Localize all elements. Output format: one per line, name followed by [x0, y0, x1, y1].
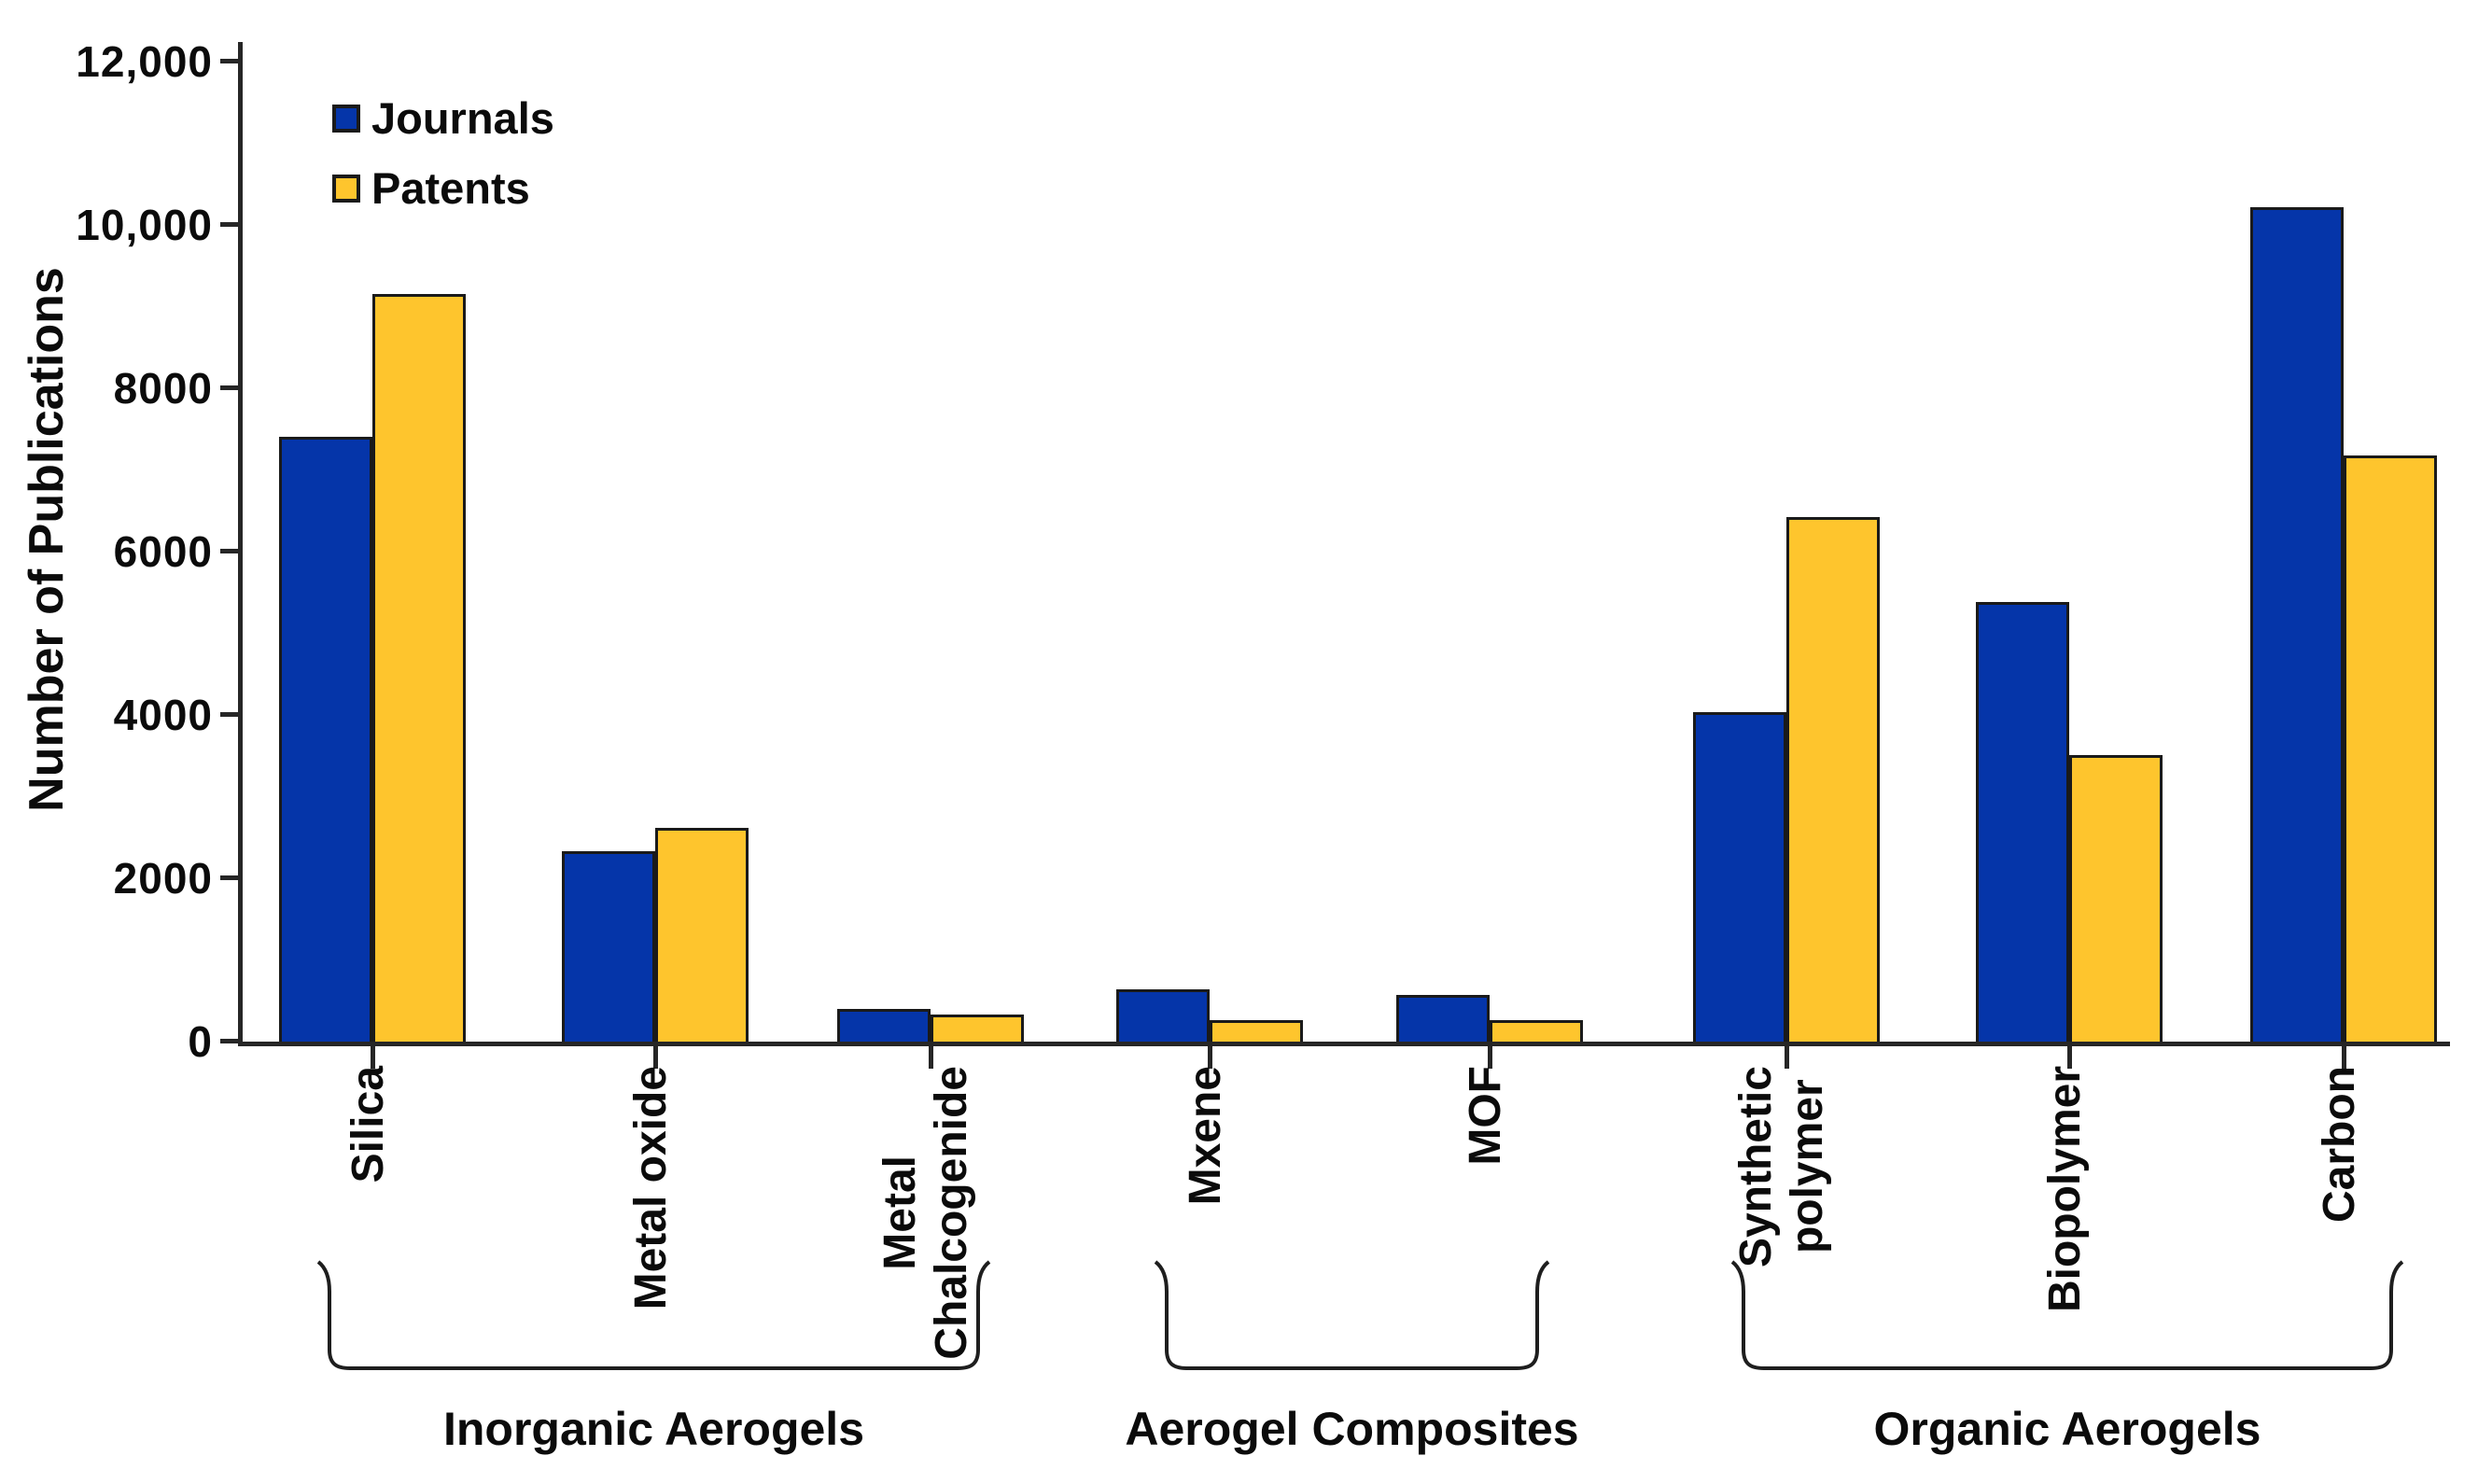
y-tick-label: 2000	[113, 854, 213, 903]
y-tick-label: 8000	[113, 364, 213, 413]
bar-journals-metal-oxide	[562, 851, 655, 1042]
bar-journals-synthetic-polymer	[1693, 712, 1786, 1042]
x-category-label: MOF	[1460, 1066, 1510, 1166]
bar-journals-mof	[1396, 995, 1490, 1042]
legend: Journals Patents	[332, 96, 554, 210]
y-tick-label: 6000	[113, 527, 213, 576]
x-tick-mark	[1488, 1046, 1492, 1069]
y-tick-label: 12,000	[76, 37, 213, 86]
bar-patents-mxene	[1210, 1020, 1303, 1042]
x-category-label: Mxene	[1180, 1066, 1230, 1206]
bar-patents-synthetic-polymer	[1786, 517, 1880, 1042]
bar-patents-silica	[372, 294, 466, 1042]
x-tick-mark	[2067, 1046, 2072, 1069]
journals-color-swatch	[332, 104, 360, 133]
x-tick-mark	[929, 1046, 933, 1069]
patents-legend-label: Patents	[371, 163, 530, 213]
group-label: Aerogel Composites	[1125, 1403, 1579, 1455]
y-tick-label: 10,000	[76, 201, 213, 249]
group-bracket	[1154, 1260, 1550, 1372]
x-tick-mark	[1785, 1046, 1789, 1069]
x-tick-mark	[371, 1046, 375, 1069]
bar-patents-biopolymer	[2069, 755, 2163, 1042]
patents-color-swatch	[332, 174, 360, 203]
y-tick-mark	[220, 1039, 243, 1043]
plot-area: 0 2000 4000 6000 8000 10,000 12,000 Journals P…	[76, 40, 2450, 1069]
journals-legend-label: Journals	[371, 93, 554, 143]
bar-journals-biopolymer	[1976, 602, 2069, 1042]
y-tick-mark	[220, 875, 243, 880]
y-tick-label: 0	[188, 1017, 213, 1066]
group-bracket	[1730, 1260, 2404, 1372]
y-tick-mark	[220, 222, 243, 227]
legend-item-patents: Patents	[332, 166, 554, 210]
bar-patents-mof	[1490, 1020, 1583, 1042]
y-tick-mark	[220, 549, 243, 553]
group-bracket	[316, 1260, 991, 1372]
group-label: Inorganic Aerogels	[442, 1403, 865, 1455]
x-tick-mark	[653, 1046, 658, 1069]
bar-journals-metal-chalcogenide	[837, 1009, 931, 1042]
y-tick-mark	[220, 385, 243, 390]
group-label: Organic Aerogels	[1873, 1403, 2261, 1455]
legend-item-journals: Journals	[332, 96, 554, 140]
x-category-label: Carbon	[2314, 1066, 2364, 1223]
x-tick-mark	[2342, 1046, 2346, 1069]
bar-patents-metal-chalcogenide	[931, 1015, 1024, 1042]
y-tick-mark	[220, 59, 243, 63]
bar-patents-carbon	[2344, 455, 2437, 1042]
bar-patents-metal-oxide	[655, 828, 749, 1042]
x-category-label: Synthetic polymer	[1731, 1066, 1832, 1268]
bar-journals-carbon	[2250, 207, 2344, 1042]
bar-journals-silica	[279, 437, 372, 1042]
bar-journals-mxene	[1116, 989, 1210, 1042]
x-tick-mark	[1208, 1046, 1212, 1069]
y-tick-mark	[220, 712, 243, 717]
x-category-label: Silica	[343, 1066, 393, 1183]
y-tick-label: 4000	[113, 691, 213, 739]
